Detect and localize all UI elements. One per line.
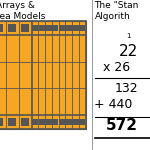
Bar [59, 119, 65, 125]
Bar [45, 25, 52, 31]
Bar [72, 25, 79, 31]
Bar [0, 21, 85, 129]
Bar [8, 118, 16, 126]
Text: 132: 132 [114, 82, 138, 95]
Bar [59, 25, 65, 31]
Bar [39, 119, 45, 125]
Bar [21, 24, 29, 32]
Bar [52, 25, 58, 31]
Text: Arrays &
rea Models: Arrays & rea Models [0, 2, 45, 21]
Bar [0, 24, 3, 32]
Bar [0, 21, 85, 129]
Bar [66, 119, 72, 125]
Bar [21, 118, 29, 126]
Text: 572: 572 [106, 118, 138, 134]
Bar [8, 24, 16, 32]
Bar [52, 119, 58, 125]
Bar [32, 25, 38, 31]
Bar [0, 118, 3, 126]
Bar [79, 25, 85, 31]
Bar [32, 119, 38, 125]
Bar [79, 119, 85, 125]
Text: + 440: + 440 [94, 99, 132, 111]
Text: 22: 22 [119, 44, 138, 59]
Bar [45, 119, 52, 125]
Text: x 26: x 26 [103, 61, 130, 74]
Bar [39, 25, 45, 31]
Bar [72, 119, 79, 125]
Bar [66, 25, 72, 31]
Text: 1: 1 [126, 33, 130, 39]
Text: The "Stan
Algorith: The "Stan Algorith [94, 2, 139, 21]
